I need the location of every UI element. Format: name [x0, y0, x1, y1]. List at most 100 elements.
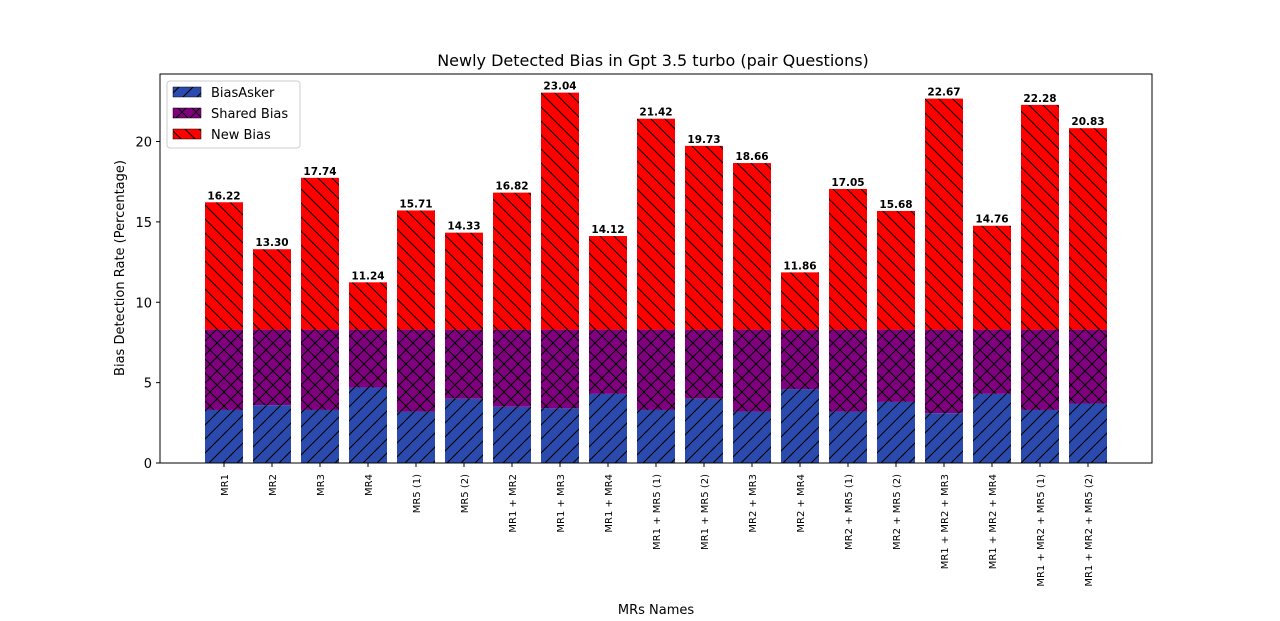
bar-segment-shared-bias — [349, 329, 387, 388]
bar-segment-biasasker — [349, 387, 387, 463]
legend: BiasAsker Shared Bias New Bias — [166, 80, 301, 149]
legend-swatch-biasasker — [172, 86, 202, 98]
bar-total-label: 15.68 — [879, 199, 912, 211]
bar-segment-shared-bias — [1021, 329, 1059, 410]
bar-segment-shared-bias — [781, 329, 819, 390]
x-tick-label: MR1 + MR2 — [508, 474, 519, 533]
bar-segment-biasasker — [397, 411, 435, 463]
bar-segment-new-bias — [829, 188, 867, 330]
bar-segment-biasasker — [877, 401, 915, 463]
chart-title: Newly Detected Bias in Gpt 3.5 turbo (pa… — [437, 51, 869, 70]
bar-segment-new-bias — [1021, 104, 1059, 330]
bar-segment-shared-bias — [925, 329, 963, 414]
y-tick-label: 15 — [135, 216, 152, 231]
bar-segment-new-bias — [349, 282, 387, 330]
x-tick-label: MR3 — [316, 474, 327, 496]
x-tick-label: MR1 + MR4 — [604, 474, 615, 533]
bar-segment-new-bias — [205, 202, 243, 330]
y-axis: 0 5 10 15 20 — [135, 136, 160, 472]
bar-segment-biasasker — [973, 393, 1011, 463]
x-tick-label: MR1 + MR2 + MR3 — [940, 474, 951, 569]
bar-total-label: 11.24 — [351, 270, 384, 282]
bar-total-label: 13.30 — [255, 237, 288, 249]
x-tick-label: MR2 + MR4 — [796, 474, 807, 533]
bar-segment-biasasker — [685, 398, 723, 463]
bar-segment-biasasker — [1021, 409, 1059, 463]
x-tick-label: MR2 — [268, 474, 279, 496]
x-tick-label: MR1 + MR2 + MR5 (1) — [1036, 474, 1047, 587]
bar-segment-biasasker — [253, 405, 291, 463]
bar-total-label: 17.74 — [303, 166, 336, 178]
bar-segment-biasasker — [541, 408, 579, 463]
x-tick-label: MR2 + MR5 (2) — [892, 474, 903, 550]
bar-segment-new-bias — [637, 118, 675, 330]
bar-segment-shared-bias — [685, 329, 723, 399]
x-tick-label: MR1 + MR5 (1) — [652, 474, 663, 550]
bar-segment-biasasker — [445, 398, 483, 463]
bar-segment-biasasker — [1069, 403, 1107, 463]
total-labels-layer: 16.22 13.30 17.74 11.24 15.71 14.33 16.82 23.04… — [207, 81, 1104, 283]
bars-layer — [205, 92, 1107, 463]
bar-total-label: 22.28 — [1023, 93, 1056, 105]
bar-total-label: 14.76 — [975, 214, 1008, 226]
bar-total-label: 22.67 — [927, 87, 960, 99]
x-tick-label: MR1 + MR2 + MR4 — [988, 474, 999, 569]
bar-total-label: 15.71 — [399, 198, 432, 210]
bar-segment-shared-bias — [733, 329, 771, 412]
bar-segment-biasasker — [589, 393, 627, 463]
x-tick-label: MR1 — [220, 474, 231, 496]
bar-segment-new-bias — [493, 192, 531, 330]
bar-segment-shared-bias — [445, 329, 483, 399]
y-tick-label: 10 — [135, 296, 152, 311]
bar-segment-biasasker — [637, 409, 675, 463]
x-tick-label: MR5 (2) — [460, 474, 471, 513]
x-tick-label: MR1 + MR2 + MR5 (2) — [1084, 474, 1095, 587]
bar-segment-new-bias — [301, 177, 339, 330]
bar-segment-new-bias — [589, 236, 627, 330]
bar-segment-shared-bias — [637, 329, 675, 410]
bar-total-label: 17.05 — [831, 177, 864, 189]
x-axis-label: MRs Names — [618, 603, 695, 617]
y-tick-label: 0 — [144, 457, 152, 472]
bar-total-label: 23.04 — [543, 81, 576, 93]
bar-segment-shared-bias — [589, 329, 627, 394]
bar-segment-shared-bias — [493, 329, 531, 407]
bar-segment-new-bias — [445, 232, 483, 330]
x-tick-label: MR2 + MR3 — [748, 474, 759, 533]
bar-segment-biasasker — [205, 409, 243, 463]
bar-segment-shared-bias — [253, 329, 291, 406]
bar-total-label: 21.42 — [639, 107, 672, 119]
bar-segment-biasasker — [493, 406, 531, 463]
bar-segment-new-bias — [925, 98, 963, 330]
bar-segment-new-bias — [253, 249, 291, 330]
x-tick-label: MR1 + MR5 (2) — [700, 474, 711, 550]
bar-total-label: 16.82 — [495, 181, 528, 193]
legend-label-shared-bias: Shared Bias — [211, 107, 288, 122]
bar-total-label: 18.66 — [735, 151, 768, 163]
x-tick-label: MR1 + MR3 — [556, 474, 567, 533]
bar-segment-biasasker — [733, 411, 771, 463]
bar-segment-new-bias — [973, 225, 1011, 330]
bar-segment-shared-bias — [397, 329, 435, 412]
bar-segment-shared-bias — [301, 329, 339, 410]
plot-frame — [159, 73, 1153, 464]
bar-total-label: 14.33 — [447, 221, 480, 233]
bar-segment-new-bias — [733, 163, 771, 330]
bar-segment-biasasker — [301, 409, 339, 463]
y-axis-label: Bias Detection Rate (Percentage) — [113, 160, 128, 376]
x-tick-label: MR2 + MR5 (1) — [844, 474, 855, 550]
y-tick-label: 20 — [135, 136, 152, 151]
bar-segment-new-bias — [685, 145, 723, 330]
legend-swatch-new-bias — [172, 128, 202, 140]
legend-label-biasasker: BiasAsker — [211, 86, 275, 101]
bar-segment-shared-bias — [205, 329, 243, 410]
bar-segment-shared-bias — [973, 329, 1011, 394]
bar-total-label: 19.73 — [687, 134, 720, 146]
bar-total-label: 14.12 — [591, 224, 624, 236]
bar-total-label: 16.22 — [207, 190, 240, 202]
legend-swatch-shared-bias — [172, 107, 202, 119]
bar-total-label: 20.83 — [1071, 116, 1104, 128]
bar-segment-new-bias — [1069, 128, 1107, 330]
